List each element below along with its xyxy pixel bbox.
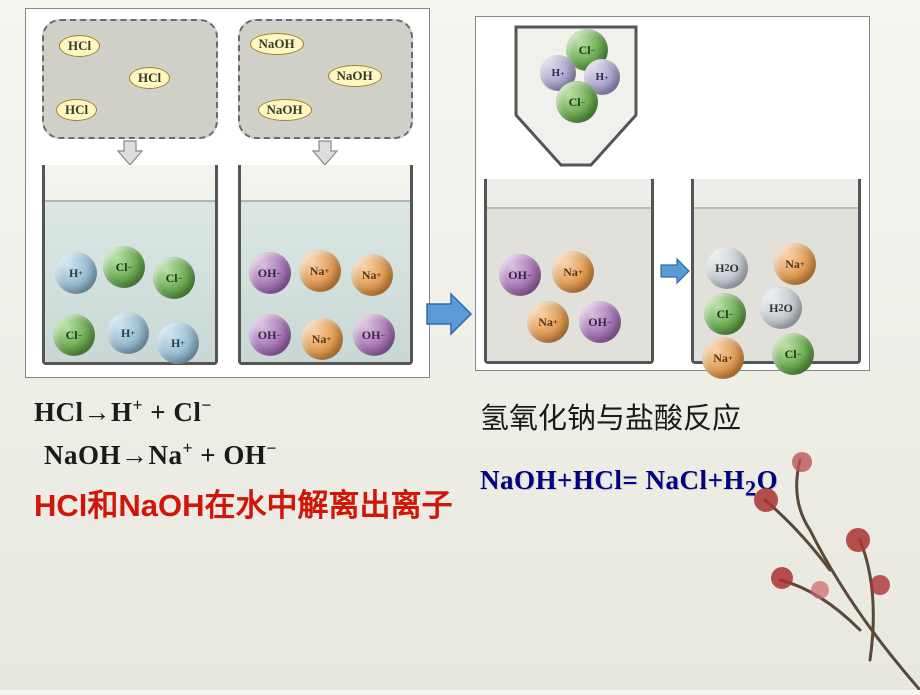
reaction-equation: NaOH+HCl= NaCl+H2O bbox=[480, 465, 900, 501]
molecule-label: HCl bbox=[59, 35, 100, 57]
ion-sphere: Na+ bbox=[774, 243, 816, 285]
reaction-title: 氢氧化钠与盐酸反应 bbox=[480, 395, 900, 437]
naoh-unit: NaOHNaOHNaOH OH−Na+Na+OH−Na+OH− bbox=[232, 19, 420, 367]
ion-sphere: Cl− bbox=[772, 333, 814, 375]
ion-sphere: OH− bbox=[499, 254, 541, 296]
ion-sphere: H+ bbox=[107, 312, 149, 354]
ion-sphere: OH− bbox=[353, 314, 395, 356]
ion-sphere: Cl− bbox=[556, 81, 598, 123]
hcl-equation: HCl→H+ + Cl− bbox=[34, 395, 454, 428]
ion-sphere: H+ bbox=[55, 252, 97, 294]
hcl-unit: HClHClHCl H+Cl−Cl−Cl−H+H+ bbox=[36, 19, 224, 367]
ion-sphere: H2O bbox=[706, 247, 748, 289]
ion-sphere: Na+ bbox=[351, 254, 393, 296]
ion-sphere: Cl− bbox=[53, 314, 95, 356]
molecule-label: NaOH bbox=[328, 65, 382, 87]
left-text-block: HCl→H+ + Cl− NaOH→Na+ + OH− HCl和NaOH在水中解… bbox=[34, 395, 454, 527]
ion-sphere: Cl− bbox=[153, 257, 195, 299]
down-arrow-icon bbox=[116, 139, 144, 167]
molecule-label: NaOH bbox=[250, 33, 304, 55]
ion-sphere: Cl− bbox=[103, 246, 145, 288]
right-text-block: 氢氧化钠与盐酸反应 NaOH+HCl= NaCl+H2O bbox=[480, 395, 900, 511]
ion-sphere: Cl− bbox=[704, 293, 746, 335]
molecule-label: HCl bbox=[129, 67, 170, 89]
ion-sphere: Na+ bbox=[527, 301, 569, 343]
naoh-cloud: NaOH NaOH NaOH bbox=[238, 19, 414, 139]
hcl-beaker: H+Cl−Cl−Cl−H+H+ bbox=[42, 165, 218, 365]
funnel: Cl−H+H+Cl− bbox=[506, 25, 646, 170]
right-arrow-icon bbox=[425, 290, 473, 338]
ion-sphere: OH− bbox=[579, 301, 621, 343]
naoh-equation: NaOH→Na+ + OH− bbox=[44, 438, 454, 471]
hcl-cloud: HCl HCl HCl bbox=[42, 19, 218, 139]
ion-sphere: OH− bbox=[249, 314, 291, 356]
reaction-diagram: Cl−H+H+Cl− OH−Na+Na+OH− H2ONa+Cl−H2ONa+C… bbox=[475, 16, 870, 371]
down-arrow-icon bbox=[311, 139, 339, 167]
molecule-label: HCl bbox=[56, 99, 97, 121]
ion-sphere: Na+ bbox=[552, 251, 594, 293]
ion-sphere: Na+ bbox=[299, 250, 341, 292]
molecule-label: NaOH bbox=[258, 99, 312, 121]
ion-sphere: OH− bbox=[249, 252, 291, 294]
ion-sphere: H2O bbox=[760, 287, 802, 329]
ion-sphere: Na+ bbox=[301, 318, 343, 360]
naoh-beaker: OH−Na+Na+OH−Na+OH− bbox=[238, 165, 414, 365]
ion-sphere: H+ bbox=[157, 322, 199, 364]
right-arrow-icon bbox=[659, 257, 691, 285]
ion-sphere: Na+ bbox=[702, 337, 744, 379]
dissociation-diagram: HClHClHCl H+Cl−Cl−Cl−H+H+ NaOHNaOHNaOH O… bbox=[25, 8, 430, 378]
dissociation-caption: HCl和NaOH在水中解离出离子 bbox=[34, 485, 454, 527]
before-beaker: OH−Na+Na+OH− bbox=[484, 179, 654, 364]
after-beaker: H2ONa+Cl−H2ONa+Cl− bbox=[691, 179, 861, 364]
